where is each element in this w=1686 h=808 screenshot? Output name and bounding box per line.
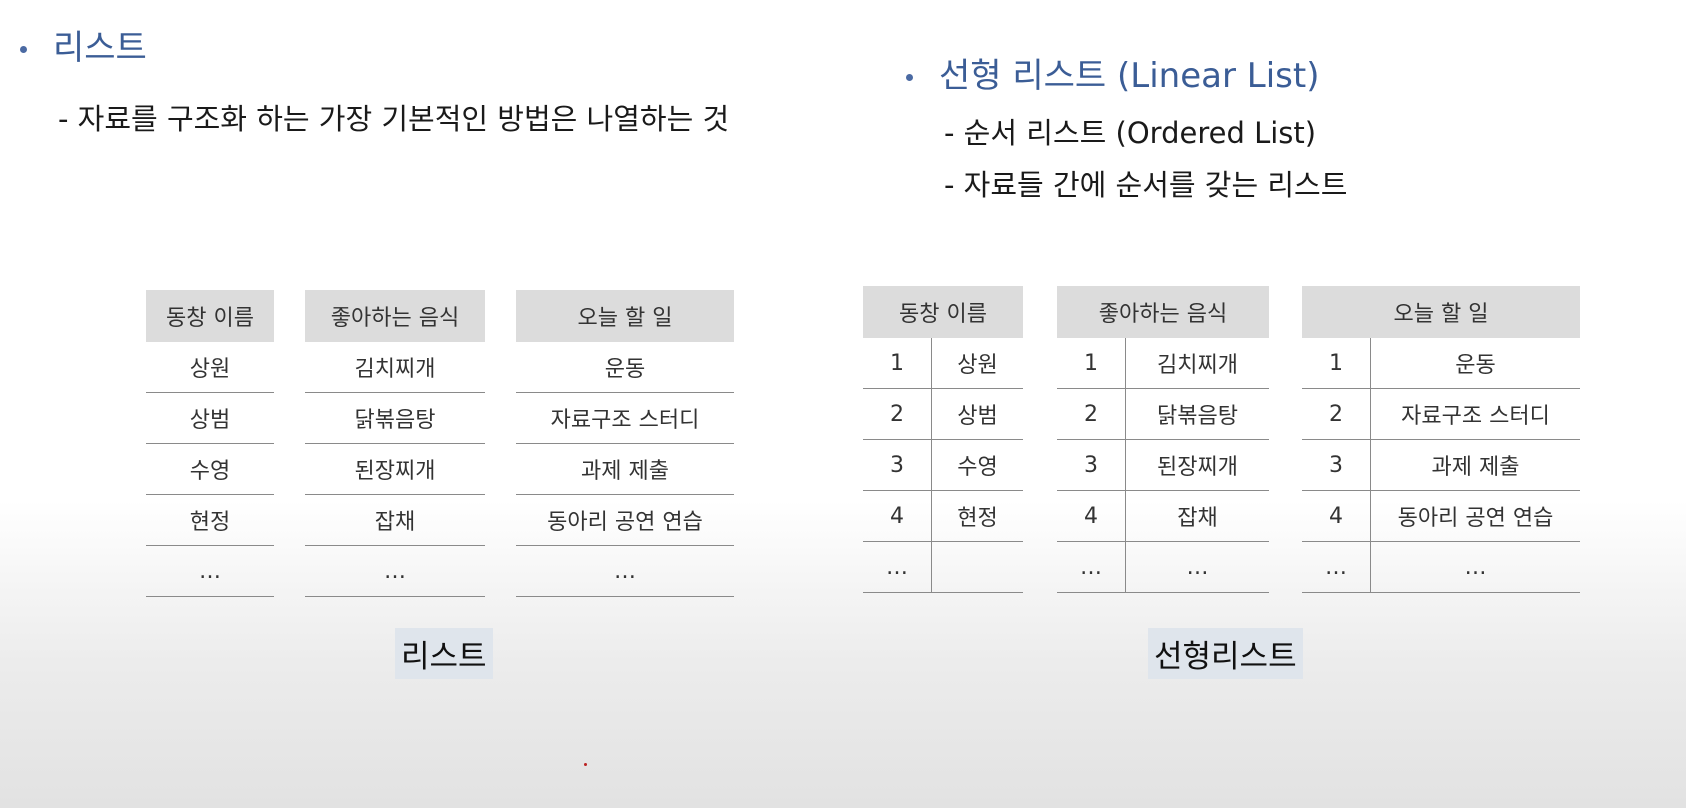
- table-header: 오늘 할 일: [1302, 286, 1580, 338]
- table-cell: …: [516, 545, 734, 597]
- index-cell: …: [863, 541, 932, 593]
- index-cell: 1: [1057, 338, 1126, 389]
- linear-table-name: 동창 이름 1 상원 2 상범 3 수영 4 현정 …: [863, 286, 1023, 593]
- table-cell: 과제 제출: [516, 443, 734, 495]
- table-cell: 수영: [146, 443, 274, 495]
- table-cell: 자료구조 스터디: [516, 392, 734, 444]
- table-cell: 수영: [931, 439, 1023, 491]
- list-table-name: 동창 이름 상원 상범 수영 현정 …: [146, 290, 274, 597]
- table-cell: …: [1370, 541, 1580, 593]
- index-cell: 2: [863, 388, 932, 440]
- table-cell: 상원: [146, 342, 274, 393]
- table-cell: 닭볶음탕: [1125, 388, 1269, 440]
- linear-table-todo: 오늘 할 일 1 운동 2 자료구조 스터디 3 과제 제출 4 동아리 공연 연습 ……: [1302, 286, 1580, 593]
- table-header: 오늘 할 일: [516, 290, 734, 342]
- table-cell: 현정: [146, 494, 274, 546]
- linear-table-food: 좋아하는 음식 1 김치찌개 2 닭볶음탕 3 된장찌개 4 잡채 ……: [1057, 286, 1269, 593]
- index-cell: 3: [1302, 439, 1371, 491]
- table-cell: 과제 제출: [1370, 439, 1580, 491]
- table-cell: 운동: [1370, 338, 1580, 389]
- index-cell: 4: [1057, 490, 1126, 542]
- index-cell: 4: [1302, 490, 1371, 542]
- index-cell: 1: [863, 338, 932, 389]
- table-cell: 김치찌개: [305, 342, 485, 393]
- pointer-dot: [584, 763, 587, 766]
- index-cell: …: [1057, 541, 1126, 593]
- index-cell: …: [1302, 541, 1371, 593]
- table-header: 동창 이름: [146, 290, 274, 342]
- table-cell: 잡채: [305, 494, 485, 546]
- index-cell: 2: [1057, 388, 1126, 440]
- table-cell: 닭볶음탕: [305, 392, 485, 444]
- table-cell: 동아리 공연 연습: [516, 494, 734, 546]
- right-bullet: 선형 리스트 (Linear List): [906, 48, 1319, 97]
- table-header: 좋아하는 음식: [1057, 286, 1269, 338]
- left-bullet: 리스트: [20, 20, 147, 69]
- caption-linear-list: 선형리스트: [1148, 628, 1303, 679]
- table-cell: 된장찌개: [1125, 439, 1269, 491]
- table-cell: 상원: [931, 338, 1023, 389]
- table-cell: 상범: [146, 392, 274, 444]
- table-header: 좋아하는 음식: [305, 290, 485, 342]
- bullet-icon: [906, 74, 913, 81]
- table-cell: …: [1125, 541, 1269, 593]
- table-header: 동창 이름: [863, 286, 1023, 338]
- table-cell: [931, 541, 1023, 593]
- table-cell: 잡채: [1125, 490, 1269, 542]
- table-cell: 현정: [931, 490, 1023, 542]
- table-cell: …: [305, 545, 485, 597]
- left-description: - 자료를 구조화 하는 가장 기본적인 방법은 나열하는 것: [58, 102, 730, 136]
- list-table-todo: 오늘 할 일 운동 자료구조 스터디 과제 제출 동아리 공연 연습 …: [516, 290, 734, 597]
- index-cell: 4: [863, 490, 932, 542]
- table-cell: 자료구조 스터디: [1370, 388, 1580, 440]
- table-cell: 동아리 공연 연습: [1370, 490, 1580, 542]
- table-cell: 된장찌개: [305, 443, 485, 495]
- table-cell: 운동: [516, 342, 734, 393]
- caption-list: 리스트: [395, 628, 493, 679]
- table-cell: 상범: [931, 388, 1023, 440]
- list-table-food: 좋아하는 음식 김치찌개 닭볶음탕 된장찌개 잡채 …: [305, 290, 485, 597]
- index-cell: 3: [1057, 439, 1126, 491]
- table-cell: 김치찌개: [1125, 338, 1269, 389]
- right-description-1: - 순서 리스트 (Ordered List): [944, 116, 1317, 150]
- index-cell: 2: [1302, 388, 1371, 440]
- index-cell: 3: [863, 439, 932, 491]
- index-cell: 1: [1302, 338, 1371, 389]
- right-description-2: - 자료들 간에 순서를 갖는 리스트: [944, 168, 1348, 202]
- bullet-icon: [20, 46, 27, 53]
- table-cell: …: [146, 545, 274, 597]
